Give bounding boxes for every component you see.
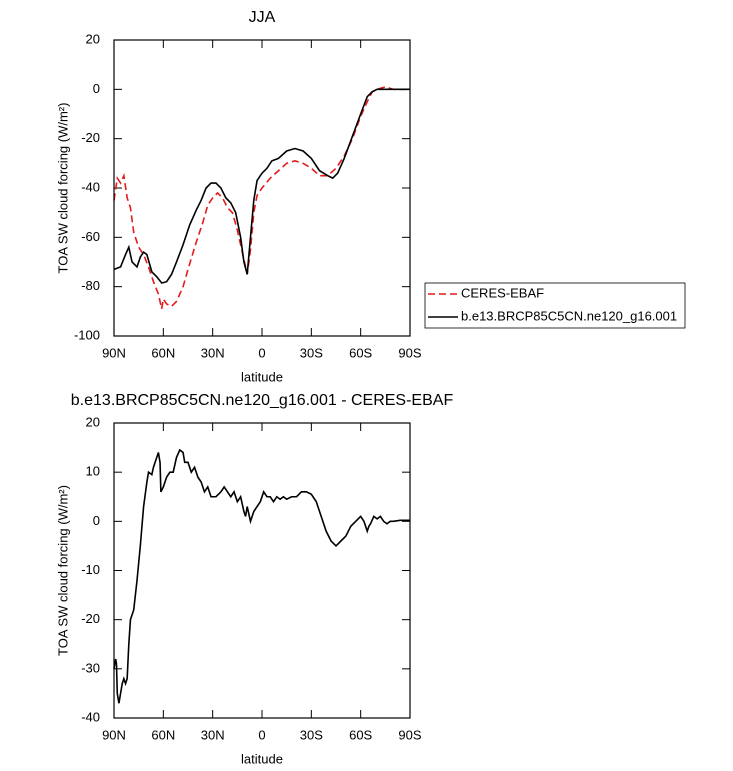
- x-tick-label: 30S: [300, 727, 323, 742]
- y-tick-label: -80: [81, 278, 100, 293]
- y-axis-label: TOA SW cloud forcing (W/m²): [55, 103, 70, 274]
- data-line: [113, 86, 410, 310]
- x-axis-label: latitude: [241, 369, 283, 384]
- x-tick-label: 0: [258, 727, 265, 742]
- y-tick-label: 0: [93, 81, 100, 96]
- y-tick-label: 20: [86, 31, 100, 46]
- chart-title: b.e13.BRCP85C5CN.ne120_g16.001 - CERES-E…: [71, 392, 454, 409]
- y-tick-label: -40: [81, 179, 100, 194]
- x-tick-label: 90S: [398, 727, 421, 742]
- x-tick-label: 0: [258, 345, 265, 360]
- x-tick-label: 30S: [300, 345, 323, 360]
- y-tick-label: 10: [86, 464, 100, 479]
- legend-label: CERES-EBAF: [461, 285, 544, 300]
- plot-frame: [113, 422, 411, 719]
- y-tick-label: -100: [74, 327, 100, 342]
- chart-title: JJA: [249, 9, 276, 26]
- y-tick-label: -20: [81, 611, 100, 626]
- y-tick-label: -60: [81, 229, 100, 244]
- x-tick-label: 60N: [151, 345, 175, 360]
- x-axis-label: latitude: [241, 751, 283, 766]
- x-tick-label: 90S: [398, 345, 421, 360]
- x-tick-label: 60S: [349, 727, 372, 742]
- legend-label: b.e13.BRCP85C5CN.ne120_g16.001: [461, 308, 677, 323]
- y-tick-label: -30: [81, 660, 100, 675]
- data-line: [113, 88, 410, 284]
- x-tick-label: 90N: [102, 727, 126, 742]
- y-tick-label: -10: [81, 562, 100, 577]
- x-tick-label: 30N: [201, 727, 225, 742]
- x-tick-label: 30N: [201, 345, 225, 360]
- y-axis-label: TOA SW cloud forcing (W/m²): [55, 485, 70, 656]
- x-tick-label: 60S: [349, 345, 372, 360]
- x-tick-label: 60N: [151, 727, 175, 742]
- plot-frame: [113, 39, 411, 337]
- legend-box: [424, 282, 686, 329]
- data-line: [113, 448, 410, 704]
- y-tick-label: 0: [93, 513, 100, 528]
- y-tick-label: -40: [81, 709, 100, 724]
- y-tick-label: -20: [81, 130, 100, 145]
- y-tick-label: 20: [86, 414, 100, 429]
- x-tick-label: 90N: [102, 345, 126, 360]
